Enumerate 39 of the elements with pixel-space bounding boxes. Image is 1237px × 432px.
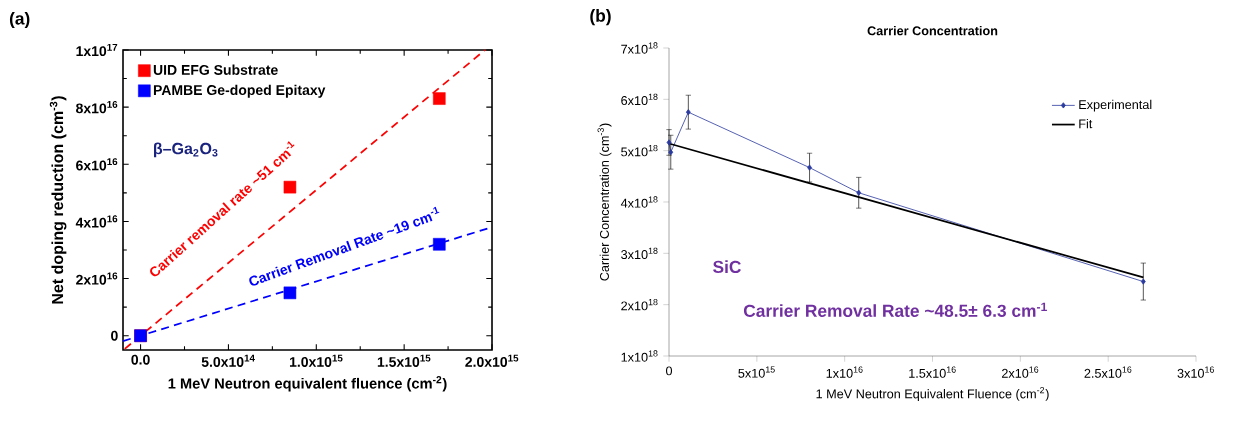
- x-tick-label: 5.0x10$^{14}$: [201, 354, 255, 367]
- legend-label: Experimental: [1079, 99, 1152, 112]
- x-tick-label: 1.0x10$^{15}$: [289, 354, 343, 367]
- legend-label: UID EFG Substrate: [153, 64, 278, 75]
- annotation: SiC: [713, 260, 741, 274]
- x-tick-label: 3x10$^{16}$: [1177, 366, 1214, 378]
- annotation: Carrier Removal Rate ~48.5± 6.3 cm$^{-1}$: [743, 302, 1047, 317]
- y-tick-label: 1x10$^{17}$: [76, 43, 118, 57]
- y-tick-label: 4x10$^{16}$: [75, 215, 118, 228]
- y-axis-title: Net doping reduction (cm$^{-3}$): [49, 96, 67, 304]
- x-tick-label: 0: [665, 366, 673, 376]
- x-tick-label: 0.0: [131, 354, 150, 365]
- y-tick-label: 6x10$^{18}$: [621, 93, 658, 106]
- x-tick-label: 5x10$^{15}$: [738, 366, 775, 378]
- x-axis-title: 1 MeV Neutron Equivalent Fluence (cm$^{-2}$): [816, 386, 1049, 401]
- x-tick-label: 1.5x10$^{15}$: [377, 354, 431, 367]
- x-tick-label: 1.5x10$^{16}$: [909, 366, 956, 378]
- y-tick-label: 8x10$^{16}$: [76, 101, 118, 114]
- y-tick-label: 2x10$^{16}$: [76, 272, 118, 285]
- y-tick-label: 5x10$^{18}$: [621, 144, 658, 157]
- legend-label: Fit: [1079, 118, 1093, 129]
- text: (a): [9, 11, 30, 29]
- x-tick-label: 2x10$^{16}$: [1001, 366, 1039, 378]
- y-tick-label: 6x10$^{16}$: [76, 158, 118, 171]
- y-tick-label: 0: [111, 330, 118, 341]
- x-tick-label: 2.0x10$^{15}$: [465, 354, 519, 367]
- x-tick-label: 1x10$^{16}$: [826, 366, 863, 378]
- x-axis-title: 1 MeV Neutron equivalent fluence (cm$^{-2}$): [168, 376, 447, 392]
- annotation: β–Ga$_{2}$O$_{3}$: [154, 142, 218, 158]
- y-tick-label: 2x10$^{18}$: [621, 298, 658, 311]
- y-tick-label: 4x10$^{18}$: [620, 196, 658, 208]
- y-tick-label: 1x10$^{18}$: [621, 350, 658, 362]
- y-tick-label: 7x10$^{18}$: [621, 42, 658, 54]
- y-axis-title: Carrier Concentration (cm$^{-3}$): [597, 123, 612, 281]
- x-tick-label: 2.5x10$^{16}$: [1084, 366, 1132, 378]
- y-tick-label: 3x10$^{18}$: [621, 247, 658, 260]
- legend-label: PAMBE Ge-doped Epitaxy: [153, 84, 326, 98]
- chart-title: Carrier Concentration: [867, 25, 998, 36]
- text: (b): [590, 9, 611, 26]
